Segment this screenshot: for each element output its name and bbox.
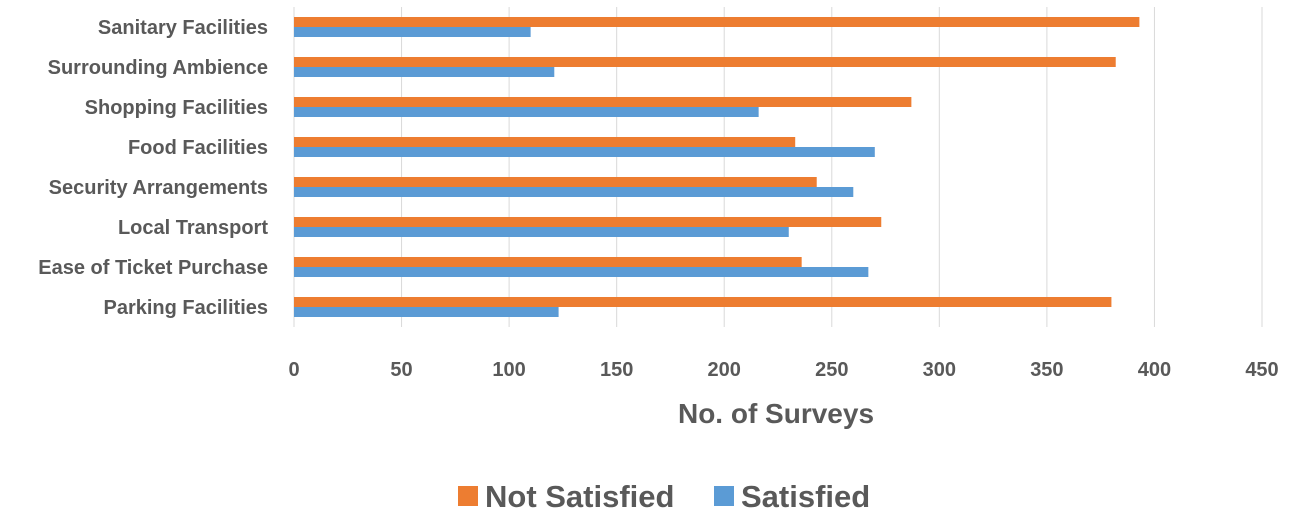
legend-swatch-not-satisfied [458, 486, 478, 506]
legend-swatch-satisfied [714, 486, 734, 506]
x-tick-label: 100 [492, 359, 525, 381]
category-label: Food Facilities [128, 137, 268, 159]
legend-label-not-satisfied: Not Satisfied [485, 479, 674, 514]
category-label: Sanitary Facilities [98, 17, 268, 39]
category-label: Parking Facilities [103, 297, 268, 319]
bar-not-satisfied [294, 217, 882, 227]
legend: Not Satisfied Satisfied [458, 479, 870, 514]
x-tick-label: 200 [708, 359, 741, 381]
x-tick-label: 250 [815, 359, 848, 381]
x-tick-label: 450 [1245, 359, 1278, 381]
x-tick-label: 300 [923, 359, 956, 381]
x-tick-label: 50 [390, 359, 412, 381]
gridlines [293, 7, 1263, 327]
bar-not-satisfied [294, 57, 1116, 67]
x-tick-label: 150 [600, 359, 633, 381]
bar-not-satisfied [294, 97, 912, 107]
category-label: Surrounding Ambience [48, 57, 268, 79]
bar-not-satisfied [294, 297, 1112, 307]
bar-satisfied [294, 67, 555, 77]
x-tick-labels: 0 50 100 150 200 250 300 350 400 450 [288, 359, 1278, 381]
category-label: Security Arrangements [49, 177, 268, 199]
legend-label-satisfied: Satisfied [741, 479, 870, 514]
bar-not-satisfied [294, 137, 796, 147]
category-label: Ease of Ticket Purchase [38, 257, 268, 279]
category-labels: Sanitary Facilities Surrounding Ambience S… [38, 17, 268, 319]
bar-satisfied [294, 187, 854, 197]
x-tick-label: 0 [288, 359, 299, 381]
bar-not-satisfied [294, 177, 817, 187]
bar-not-satisfied [294, 17, 1140, 27]
bar-satisfied [294, 107, 759, 117]
category-label: Shopping Facilities [85, 97, 268, 119]
bars [294, 17, 1140, 317]
bar-satisfied [294, 227, 789, 237]
bar-satisfied [294, 147, 875, 157]
x-tick-label: 400 [1138, 359, 1171, 381]
bar-satisfied [294, 27, 531, 37]
x-tick-label: 350 [1030, 359, 1063, 381]
bar-satisfied [294, 267, 869, 277]
x-axis-title: No. of Surveys [678, 398, 874, 429]
bar-satisfied [294, 307, 559, 317]
bar-not-satisfied [294, 257, 802, 267]
category-label: Local Transport [118, 217, 268, 239]
